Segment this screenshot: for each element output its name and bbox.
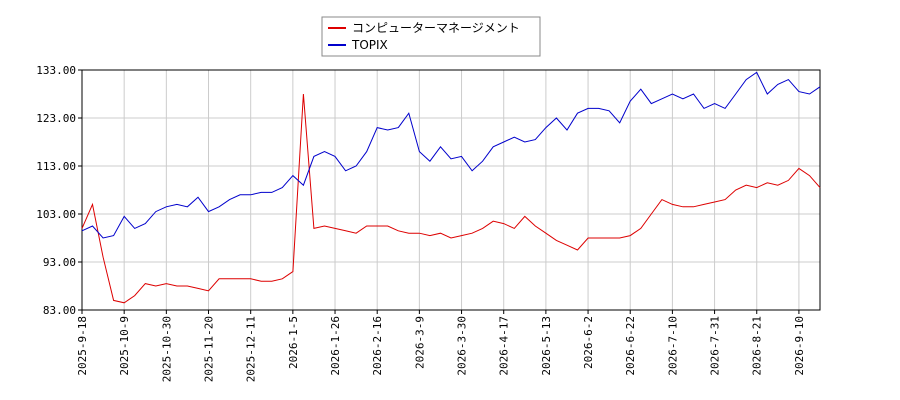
x-tick-label: 2026-1-26 bbox=[329, 316, 342, 376]
y-tick-label: 93.00 bbox=[43, 256, 76, 269]
x-tick-label: 2025-9-18 bbox=[76, 316, 89, 376]
x-tick-label: 2026-2-16 bbox=[371, 316, 384, 376]
x-tick-label: 2026-7-10 bbox=[666, 316, 679, 376]
x-tick-label: 2026-4-17 bbox=[498, 316, 511, 376]
legend-label: TOPIX bbox=[351, 38, 388, 52]
legend: コンピューターマネージメント TOPIX bbox=[321, 16, 541, 57]
x-tick-label: 2026-3-30 bbox=[456, 316, 469, 376]
x-tick-label: 2025-12-11 bbox=[245, 316, 258, 382]
y-tick-label: 103.00 bbox=[36, 208, 76, 221]
plot-area bbox=[81, 69, 821, 311]
legend-box bbox=[321, 16, 541, 57]
x-tick-label: 2026-6-22 bbox=[624, 316, 637, 376]
y-tick-label: 123.00 bbox=[36, 112, 76, 125]
x-tick-label: 2026-9-10 bbox=[793, 316, 806, 376]
x-tick-label: 2026-1-5 bbox=[287, 316, 300, 369]
x-tick-label: 2026-6-2 bbox=[582, 316, 595, 369]
legend-label: コンピューターマネージメント bbox=[352, 21, 520, 35]
x-tick-label: 2026-8-21 bbox=[751, 316, 764, 376]
x-tick-label: 2026-7-31 bbox=[709, 316, 722, 376]
x-tick-label: 2025-10-9 bbox=[118, 316, 131, 376]
y-tick-label: 113.00 bbox=[36, 160, 76, 173]
series-line bbox=[81, 93, 821, 304]
y-tick-label: 83.00 bbox=[43, 304, 76, 317]
y-tick-label: 133.00 bbox=[36, 64, 76, 77]
x-tick-label: 2026-3-9 bbox=[413, 316, 426, 369]
x-tick-label: 2025-10-30 bbox=[160, 316, 173, 382]
series-line bbox=[81, 71, 821, 239]
x-tick-label: 2025-11-20 bbox=[203, 316, 216, 382]
x-tick-label: 2026-5-13 bbox=[540, 316, 553, 376]
plot-frame bbox=[81, 69, 821, 311]
